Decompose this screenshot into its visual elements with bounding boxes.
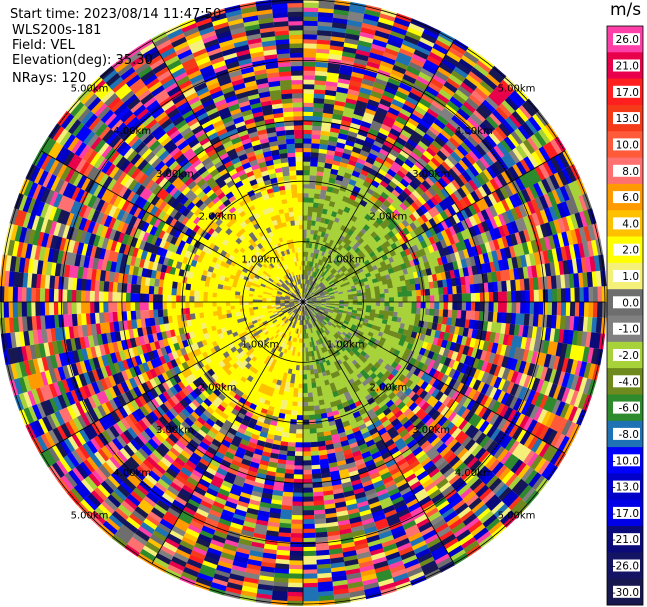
velocity-cells [0,0,607,601]
ring-label: 3.00km [412,425,450,436]
colorbar-tick-bg [613,349,640,361]
colorbar-tick-bg [613,59,640,72]
ring-label: 1.00km [327,340,365,351]
velocity-cells [5,0,607,598]
velocity-cells [9,7,595,586]
colorbar-tick-label: -4.0 [619,376,640,388]
elevation-label: Elevation(deg): 35.30 [12,53,153,68]
colorbar-unit: m/s [610,0,642,20]
velocity-cells [0,0,607,606]
velocity-cells [4,30,603,596]
colorbar-tick-label: -13.0 [612,482,639,494]
colorbar-tick-label: 10.0 [616,139,639,151]
colorbar-frame [606,25,644,606]
colorbar-tick-label: -2.0 [619,350,640,362]
colorbar-tick-bg [613,454,640,467]
colorbar-tick-bg [613,533,640,546]
colorbar-tick-bg [613,33,640,46]
azimuth-line [302,150,565,303]
start-time-label: Start time: 2023/08/14 11:47:50 [10,7,222,22]
azimuth-line [41,301,304,454]
ring-label: 3.00km [412,169,450,180]
colorbar-tick-bg [613,296,640,309]
colorbar-tick-label: 21.0 [616,61,639,73]
colorbar-tick-bg [613,164,640,177]
ring-label: 3.00km [156,169,194,180]
ring-label: 5.00km [498,84,536,95]
nrays-label: NRays: 120 [12,71,87,86]
colorbar-tick-bg [613,138,640,151]
colorbar-tick-bg [613,85,640,98]
colorbar-tick-label: 1.0 [622,271,639,283]
ring-label: 5.00km [498,511,536,522]
colorbar-tick-bg [613,375,640,388]
colorbar-tick-label: -21.0 [612,534,639,546]
colorbar-tick-bg [613,506,640,519]
ring-label: 4.00km [113,468,151,479]
colorbar-tick-label: 2.0 [622,245,639,257]
colorbar-tick-bg [613,585,640,598]
ring-label: 2.00km [369,212,407,223]
colorbar-tick-bg [613,559,640,572]
colorbar-tick-label: 17.0 [616,87,639,99]
colorbar-tick-bg [613,243,640,256]
colorbar-tick-label: 4.0 [622,218,639,230]
ring-label: 1.00km [241,254,279,265]
velocity-cells [12,1,601,602]
colorbar-tick-bg [613,270,640,282]
colorbar-tick-bg [613,401,640,414]
velocity-cells [27,3,587,592]
ring-label: 4.00km [455,126,493,137]
azimuth-line [302,301,565,454]
colorbar-tick-label: -26.0 [612,561,639,573]
ring-label: 2.00km [199,212,237,223]
colorbar-tick-label: 13.0 [616,113,639,125]
ring-label: 3.00km [156,425,194,436]
colorbar-tick-bg [613,480,640,493]
ring-label: 5.00km [71,511,109,522]
azimuth-line [41,150,304,303]
colorbar-tick-bg [613,322,640,335]
colorbar-tick-bg [613,427,640,440]
ring-label: 5.00km [71,84,109,95]
colorbar-tick-label: 0.0 [622,297,639,309]
colorbar-tick-label: -10.0 [612,455,639,467]
instrument-label: WLS200s-181 [12,23,102,38]
colorbar-tick-label: 8.0 [622,166,639,178]
azimuth-line [151,301,304,564]
ring-label: 2.00km [369,382,407,393]
ring-label: 2.00km [199,382,237,393]
colorbar-tick-bg [613,112,640,125]
colorbar: 26.0 21.0 17.0 13.0 10.0 8.0 6.0 4.0 2.0 1.0 0.0 -1… [606,25,644,606]
colorbar-tick-label: -6.0 [619,403,640,415]
colorbar-tick-label: -30.0 [612,587,639,599]
colorbar-tick-label: -8.0 [619,429,640,441]
azimuth-line [302,40,455,303]
colorbar-tick-bg [613,191,640,204]
azimuth-line [302,301,455,564]
azimuth-line [151,40,304,303]
colorbar-tick-label: 6.0 [622,192,639,204]
field-label: Field: VEL [12,38,75,53]
ppi-plot: 1.00km 1.00km 1.00km 1.00km 2.00km 2.00km 2.00… [0,0,607,606]
colorbar-tick-label: -1.0 [619,324,640,336]
ring-label: 4.00km [455,468,493,479]
ring-label: 1.00km [327,254,365,265]
colorbar-tick-bg [613,217,640,230]
ring-label: 1.00km [241,340,279,351]
colorbar-tick-label: 26.0 [616,34,639,46]
colorbar-tick-label: -17.0 [612,508,639,520]
ring-label: 4.00km [113,126,151,137]
